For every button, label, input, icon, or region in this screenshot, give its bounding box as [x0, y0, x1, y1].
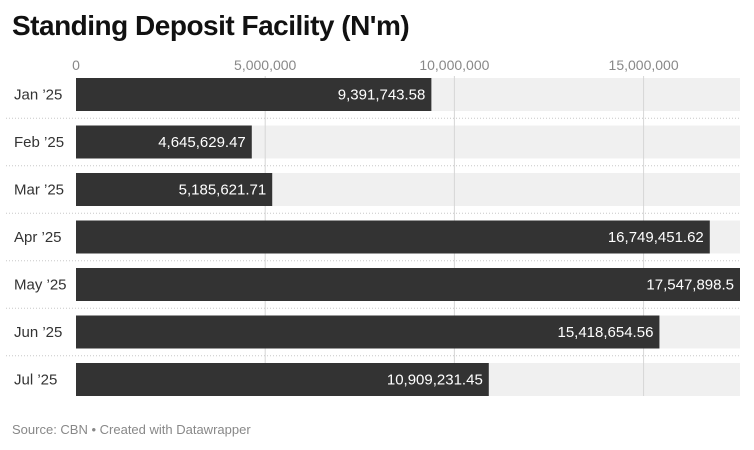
x-tick-label: 15,000,000 [609, 57, 679, 73]
bar [76, 125, 252, 159]
chart-title: Standing Deposit Facility (N'm) [12, 10, 410, 41]
bar-value-label: 16,749,451.62 [608, 229, 704, 246]
bar-value-label: 4,645,629.47 [158, 134, 246, 151]
bar [76, 268, 740, 301]
bar-value-label: 17,547,898.5 [646, 277, 734, 294]
x-tick-label: 0 [72, 57, 80, 73]
category-label: Jan ’25 [14, 87, 62, 104]
bar-value-label: 9,391,743.58 [338, 87, 426, 104]
bar-value-label: 5,185,621.71 [179, 182, 267, 199]
category-label: Feb ’25 [14, 134, 64, 151]
category-label: Jul ’25 [14, 372, 57, 389]
bar-value-label: 15,418,654.56 [557, 324, 653, 341]
category-label: Jun ’25 [14, 324, 62, 341]
bar [76, 78, 432, 111]
bar-value-label: 10,909,231.45 [387, 372, 483, 389]
category-label: Apr ’25 [14, 229, 62, 246]
bar [76, 363, 489, 396]
chart-footer: Source: CBN • Created with Datawrapper [12, 422, 251, 437]
x-tick-label: 10,000,000 [419, 57, 489, 73]
bar [76, 173, 273, 206]
category-label: Mar ’25 [14, 182, 64, 199]
x-tick-label: 5,000,000 [234, 57, 296, 73]
bar [76, 220, 710, 254]
category-label: May ’25 [14, 277, 67, 294]
bar [76, 315, 660, 349]
